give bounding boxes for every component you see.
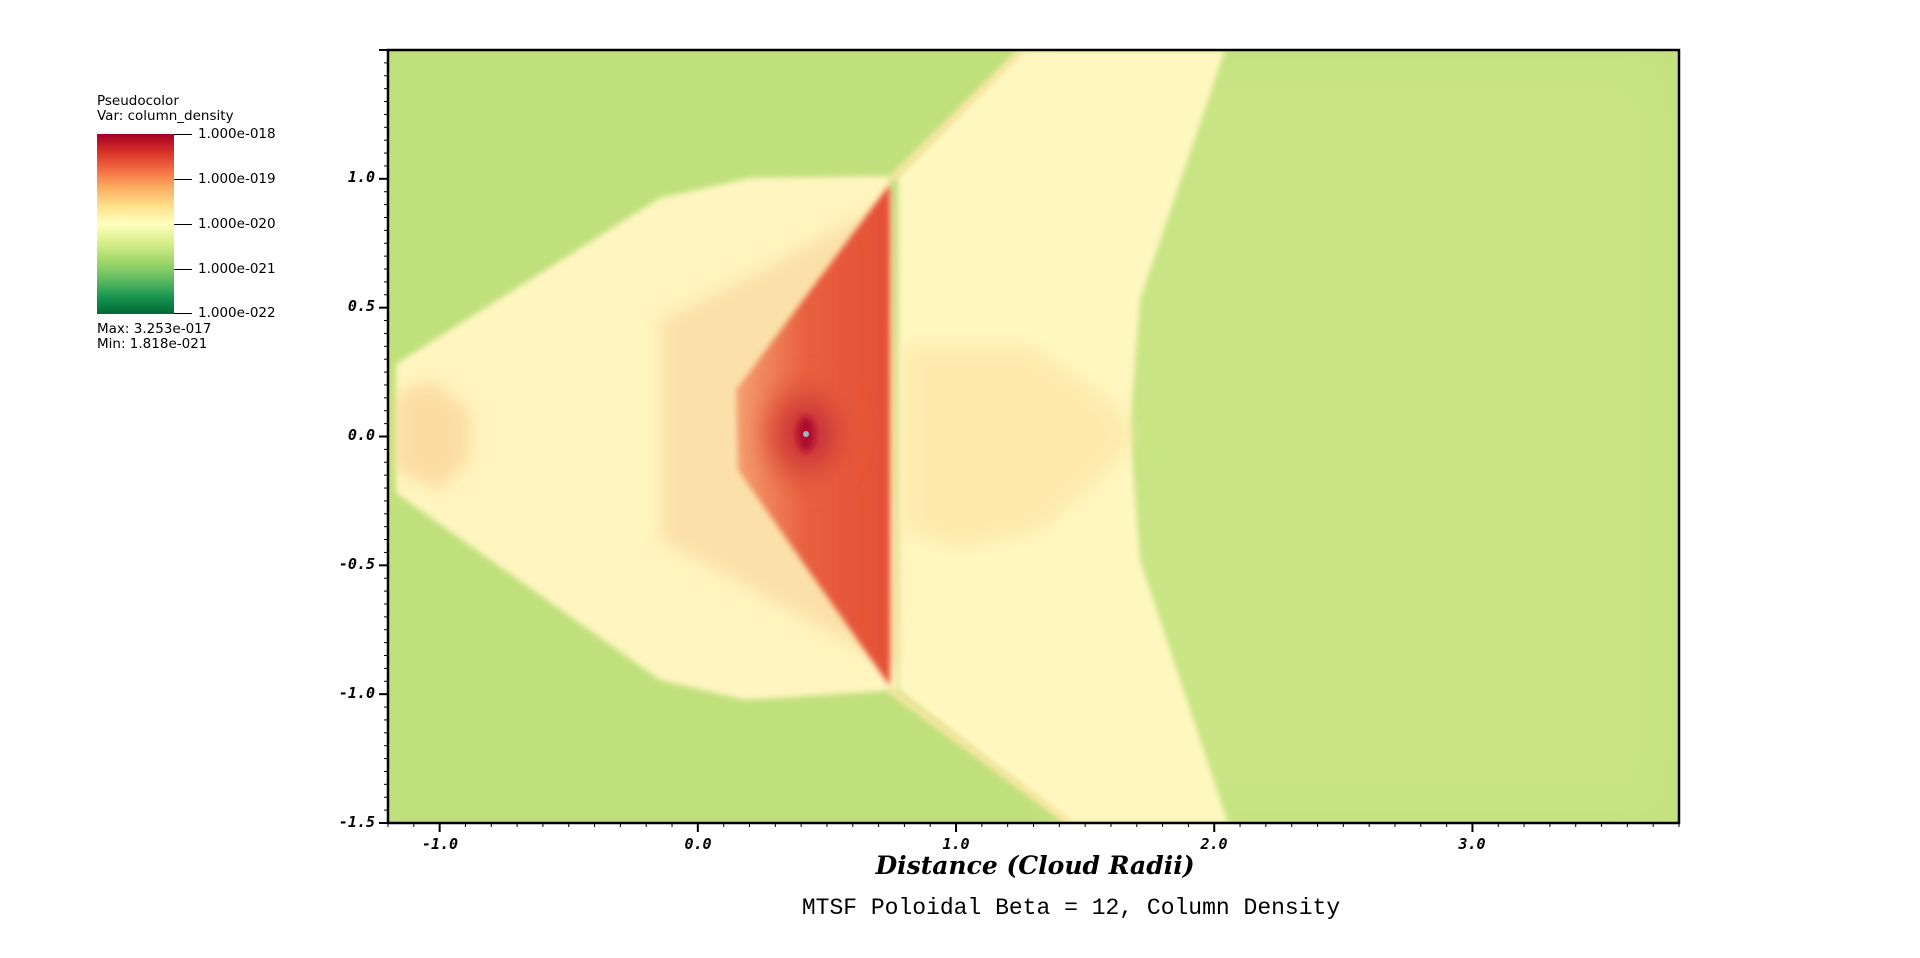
x-axis-ticks (387, 823, 1680, 832)
legend-tick-mark (174, 224, 192, 225)
shock-front-lower (888, 687, 1072, 823)
legend-max: Max: 3.253e-017 (97, 321, 212, 337)
legend-tick-mark (174, 313, 192, 314)
legend-min: Min: 1.818e-021 (97, 336, 208, 352)
legend-tick-label: 1.000e-021 (198, 261, 276, 277)
x-tick-label: 2.0 (1199, 835, 1227, 853)
legend-tick-label: 1.000e-019 (198, 171, 276, 187)
legend-tick-mark (174, 179, 192, 180)
legend-tick-label: 1.000e-020 (198, 216, 276, 232)
legend-variable: Var: column_density (97, 108, 234, 124)
plot-title: MTSF Poloidal Beta = 12, Column Density (802, 895, 1340, 921)
y-tick-label: 0.5 (348, 297, 375, 315)
wake-fan (905, 345, 1135, 548)
y-axis-ticks (379, 49, 388, 824)
y-tick-label: -1.5 (339, 813, 375, 831)
x-tick-label: -1.0 (422, 835, 458, 853)
legend-colorbar (97, 134, 174, 314)
x-tick-label: 3.0 (1457, 835, 1485, 853)
legend-tick-label: 1.000e-018 (198, 126, 276, 142)
x-tick-label: 1.0 (942, 835, 969, 853)
density-field (388, 50, 1679, 823)
shock-front-upper (887, 50, 1025, 183)
pseudocolor-legend: Pseudocolor Var: column_density 1.000e-0… (97, 94, 297, 354)
core-point (803, 431, 809, 437)
leading-edge (396, 380, 470, 490)
legend-plot-type: Pseudocolor (97, 93, 179, 109)
legend-tick-mark (174, 269, 192, 270)
legend-tick-label: 1.000e-022 (198, 305, 276, 321)
y-tick-label: 1.0 (348, 168, 375, 186)
wake-region (1030, 50, 1679, 823)
legend-tick-mark (174, 134, 192, 135)
y-tick-label: -1.0 (339, 684, 375, 702)
x-tick-label: 0.0 (684, 835, 711, 853)
y-tick-label: -0.5 (339, 555, 375, 573)
x-axis-title: Distance (Cloud Radii) (874, 851, 1194, 880)
y-tick-label: 0.0 (348, 426, 375, 444)
